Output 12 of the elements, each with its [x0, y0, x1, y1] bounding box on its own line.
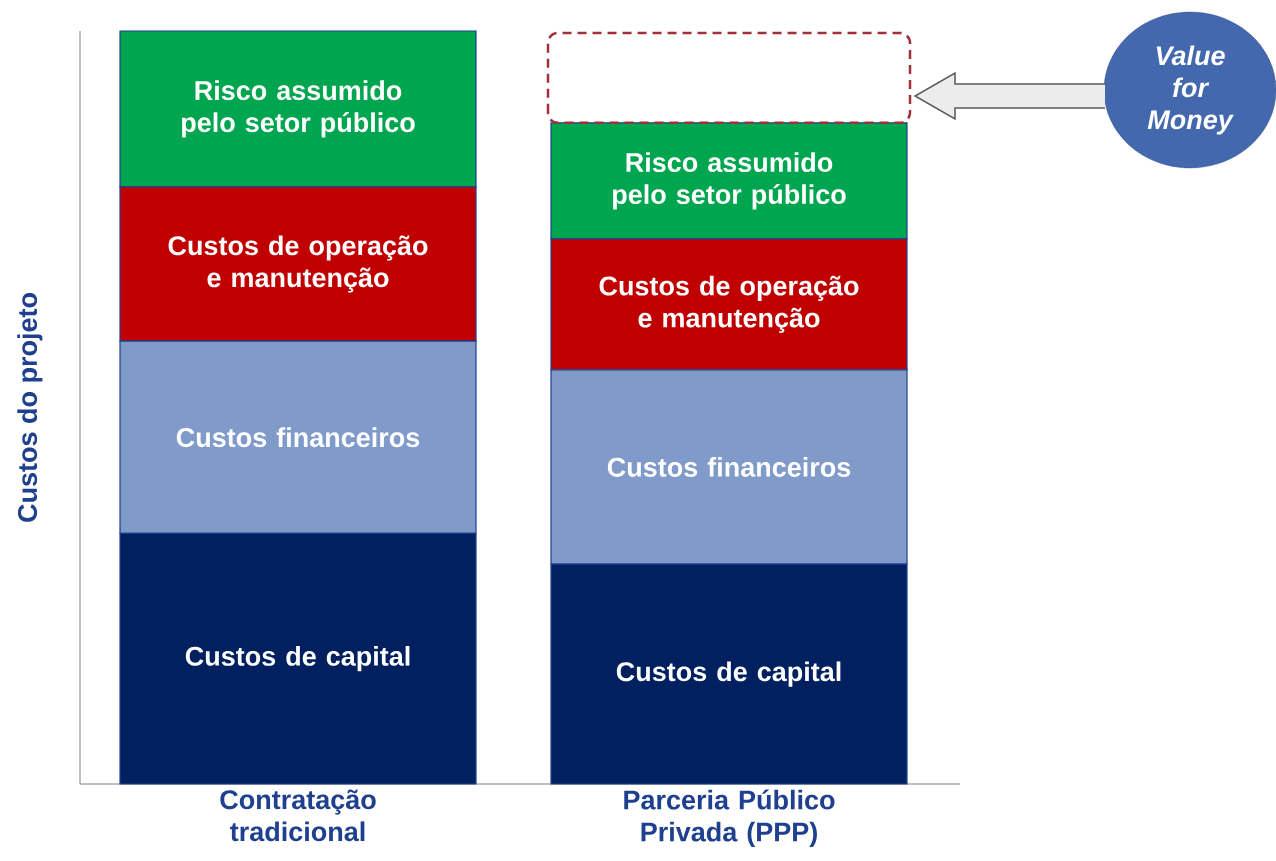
y-axis-title: Custos do projeto: [17, 293, 43, 522]
text: Risco assumido pelo setor público: [182, 80, 415, 138]
series-label: Risco assumido pelo setor público: [613, 152, 846, 210]
text: Value for Money: [1147, 45, 1234, 135]
text: Custos de capital: [616, 661, 841, 687]
x-tick-label: Parceria Público Privada (PPP): [624, 789, 835, 847]
text: Custos financeiros: [607, 457, 851, 477]
x-tick-label: Contratação tradicional: [220, 789, 376, 842]
series-label: Custos de operação e manutenção: [599, 275, 859, 333]
series-label: Custos financeiros: [176, 427, 420, 448]
series-label: Custos de capital: [185, 646, 410, 672]
text: Custos de operação e manutenção: [168, 235, 428, 293]
